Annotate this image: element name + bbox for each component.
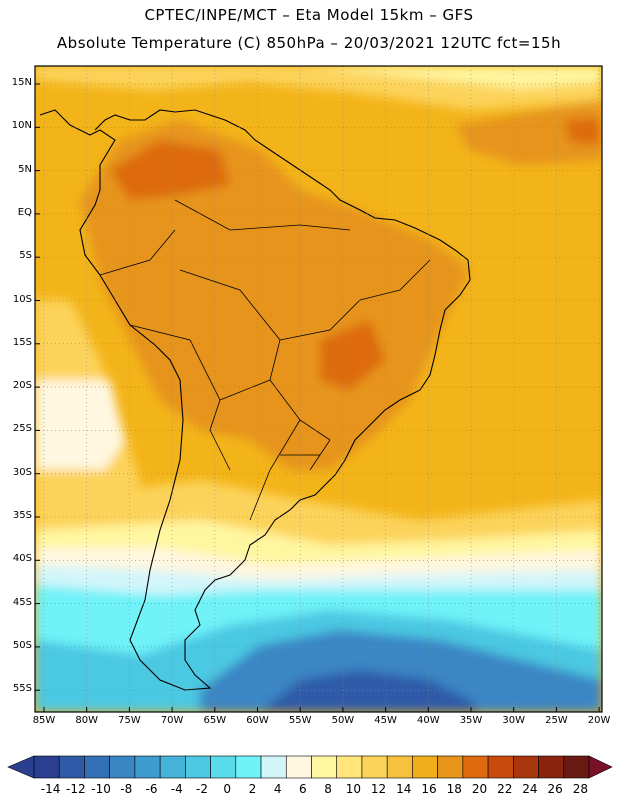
colorbar-swatch	[563, 755, 590, 779]
political-borders	[99, 199, 431, 521]
colorbar-swatch	[109, 755, 136, 779]
colorbar-swatch	[437, 755, 464, 779]
longitude-label: 65W	[203, 715, 227, 726]
colorbar-swatch	[33, 755, 60, 779]
latitude-label: 10S	[12, 293, 32, 305]
colorbar-max-arrow	[588, 755, 613, 779]
colorbar-swatch	[361, 755, 388, 779]
colorbar-label: 28	[572, 782, 589, 796]
colorbar-label: -8	[120, 782, 133, 796]
colorbar-swatch	[260, 755, 287, 779]
field-very-hot-east	[565, 118, 602, 145]
colorbar-label: 12	[370, 782, 387, 796]
axis-ticks	[35, 83, 600, 712]
latitude-label: 5N	[18, 163, 32, 175]
colorbar-swatch	[134, 755, 161, 779]
colorbar-swatch	[58, 755, 85, 779]
colorbar-label: 4	[273, 782, 282, 796]
colorbar-label: -10	[91, 782, 111, 796]
colorbar-label: 6	[299, 782, 307, 796]
longitude-label: 70W	[160, 715, 184, 726]
longitude-label: 80W	[75, 715, 98, 726]
latitude-label: 25S	[12, 423, 32, 435]
longitude-label: 25W	[545, 715, 568, 726]
colorbar-label: 2	[248, 782, 257, 796]
colorbar-swatch	[84, 755, 110, 779]
coastline	[39, 109, 471, 691]
map-title-line1: CPTEC/INPE/MCT – Eta Model 15km – GFS	[144, 6, 474, 24]
latitude-label: 15S	[12, 336, 32, 348]
field-pale-north	[300, 66, 602, 88]
colorbar-label: 24	[522, 782, 538, 796]
field-hot-continent	[80, 120, 470, 470]
colorbar-swatch	[185, 755, 211, 779]
longitude-label: 55W	[288, 715, 312, 726]
colorbar-swatch	[462, 755, 489, 779]
colorbar-label: 20	[471, 782, 488, 796]
latitude-label: 50S	[12, 639, 32, 651]
colorbar	[7, 755, 613, 779]
colorbar-swatch	[513, 755, 539, 779]
latitude-label: 15N	[11, 77, 32, 88]
colorbar-label: 8	[324, 782, 332, 796]
longitude-label: 20W	[587, 715, 611, 726]
latitude-label: 5S	[19, 250, 32, 262]
colorbar-label: 0	[223, 782, 232, 796]
colorbar-label: -14	[40, 782, 61, 796]
colorbar-swatch	[412, 755, 438, 779]
latitude-label: 35S	[12, 510, 32, 521]
latitude-label: 45S	[12, 596, 32, 608]
map-frame	[34, 65, 603, 713]
colorbar-label: 18	[446, 782, 462, 796]
field-deep-blue-south	[260, 670, 480, 712]
latitude-label: 30S	[12, 466, 32, 478]
latitude-label: 10N	[11, 120, 32, 132]
latitude-label: EQ	[17, 206, 32, 218]
colorbar-label: -4	[170, 782, 183, 796]
field-cream-pacific	[35, 380, 125, 470]
colorbar-swatch	[336, 755, 363, 779]
colorbar-label: 22	[497, 782, 513, 796]
longitude-label: 30W	[502, 715, 525, 726]
colorbar-swatch	[538, 755, 565, 779]
longitude-label: 45W	[374, 715, 397, 726]
colorbar-min-arrow	[7, 755, 35, 779]
colorbar-swatch	[487, 755, 514, 779]
longitude-label: 40W	[416, 715, 440, 726]
longitude-label: 75W	[118, 715, 141, 726]
field-very-hot-center	[320, 320, 385, 390]
colorbar-label: -12	[66, 782, 86, 796]
colorbar-label: 10	[345, 782, 361, 796]
colorbar-swatch	[285, 755, 312, 779]
colorbar-label: 26	[547, 782, 563, 796]
colorbar-label: 14	[396, 782, 412, 796]
colorbar-swatch	[386, 755, 413, 779]
colorbar-label: -2	[195, 782, 208, 796]
latitude-label: 40S	[12, 553, 32, 565]
colorbar-swatch	[311, 755, 338, 779]
longitude-label: 85W	[32, 715, 56, 726]
colorbar-label: 16	[421, 782, 437, 796]
temperature-field	[35, 66, 602, 712]
colorbar-swatch	[159, 755, 186, 779]
colorbar-swatch	[235, 755, 262, 779]
latitude-label: 55S	[12, 683, 32, 695]
colorbar-label: -6	[145, 782, 158, 796]
field-very-hot-north	[110, 140, 230, 200]
colorbar-swatch	[210, 755, 237, 779]
latitude-label: 20S	[12, 380, 32, 392]
field-hot-atlantic	[455, 100, 602, 165]
graticule	[35, 66, 602, 712]
longitude-label: 50W	[331, 715, 355, 726]
map-title-line2: Absolute Temperature (C) 850hPa – 20/03/…	[56, 34, 562, 52]
longitude-label: 35W	[459, 715, 483, 726]
longitude-label: 60W	[246, 715, 269, 726]
